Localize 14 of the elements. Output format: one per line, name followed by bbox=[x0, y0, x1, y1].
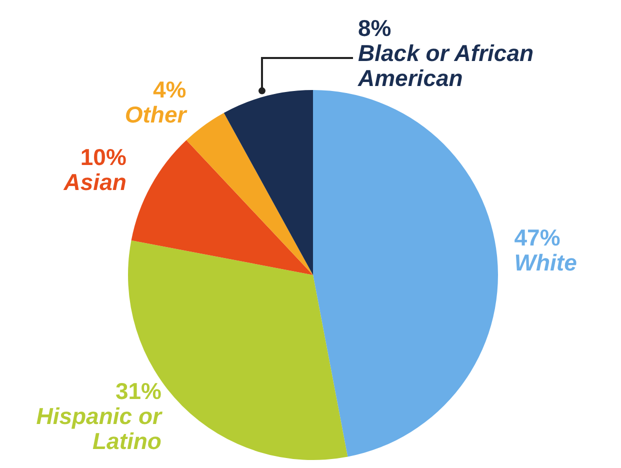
pie-slice bbox=[131, 140, 313, 275]
data-label: 10% bbox=[80, 144, 126, 170]
slice-label: White bbox=[514, 250, 578, 276]
pie-slice bbox=[224, 90, 313, 275]
pie-slice bbox=[186, 112, 313, 275]
slice-label: Hispanic or Latino bbox=[36, 403, 163, 454]
data-label: 31% bbox=[115, 378, 162, 404]
slice-label: Black or African American bbox=[357, 40, 534, 91]
slice-label: Asian bbox=[62, 169, 126, 196]
pie-slice bbox=[313, 90, 498, 457]
data-label: 47% bbox=[514, 224, 560, 250]
data-label: 8% bbox=[358, 15, 392, 41]
slice-label: Other bbox=[124, 101, 188, 128]
data-label: 4% bbox=[152, 76, 186, 102]
